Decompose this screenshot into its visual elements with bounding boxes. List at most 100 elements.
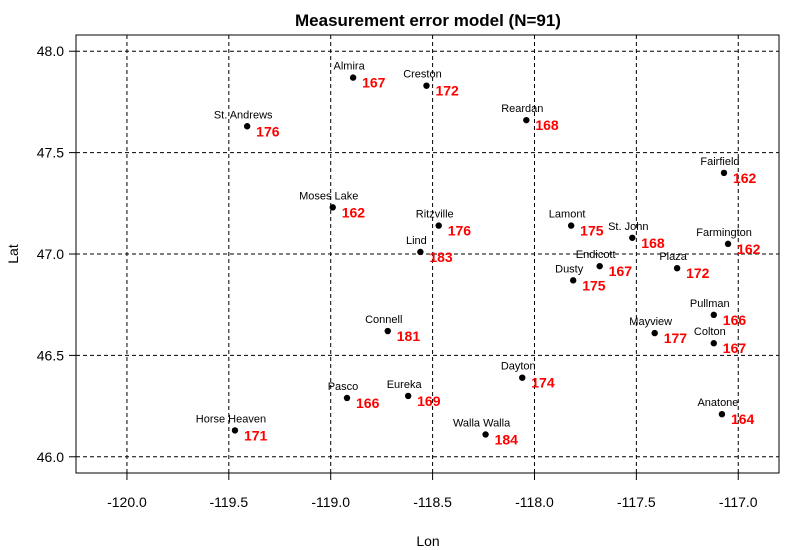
- station-point-group: Creston 172: [403, 69, 459, 99]
- station-name-label: Farmington: [696, 227, 752, 239]
- y-axis: 46.0 46.5 47.0 47.5 48.0: [37, 43, 76, 465]
- station-marker: [404, 392, 412, 400]
- station-marker: [567, 222, 575, 229]
- station-name-label: Ritzville: [416, 209, 454, 221]
- station-value-label: 167: [609, 263, 633, 279]
- station-marker: [651, 329, 658, 337]
- station-point-group: Plaza 172: [659, 251, 709, 281]
- station-point-group: Eureka 169: [387, 379, 441, 409]
- station-value-label: 166: [723, 312, 747, 328]
- station-value-label: 181: [397, 328, 421, 344]
- station-value-label: 184: [495, 431, 519, 447]
- station-value-label: 162: [733, 170, 757, 186]
- station-marker: [435, 222, 442, 229]
- station-marker: [523, 116, 530, 124]
- y-tick-label: 47.0: [37, 246, 64, 262]
- x-tick-label: -117.0: [719, 494, 758, 510]
- station-name-label: Reardan: [501, 103, 543, 115]
- x-tick-label: -119.5: [209, 494, 248, 510]
- station-point-group: Dayton 174: [501, 361, 555, 391]
- station-name-label: Dusty: [555, 263, 584, 275]
- station-point-group: Anatone 164: [697, 397, 754, 427]
- station-name-label: Horse Heaven: [196, 413, 266, 425]
- station-point-group: Fairfield 162: [700, 156, 756, 186]
- station-point-group: Reardan 168: [501, 103, 559, 133]
- station-marker: [718, 410, 726, 418]
- station-point-group: Endicott 167: [576, 249, 632, 279]
- station-marker: [596, 262, 603, 270]
- station-point-group: Lamont 175: [549, 209, 604, 239]
- station-name-label: Pullman: [690, 298, 730, 310]
- station-point-group: Ritzville 176: [416, 209, 472, 239]
- station-name-label: Colton: [694, 326, 726, 338]
- station-name-label: Walla Walla: [453, 417, 511, 429]
- station-name-label: Fairfield: [700, 156, 739, 168]
- station-name-label: Connell: [365, 314, 402, 326]
- station-name-label: Dayton: [501, 361, 536, 373]
- station-point-group: Almira 167: [334, 61, 386, 91]
- station-marker: [329, 204, 336, 211]
- y-tick-label: 47.5: [37, 145, 64, 161]
- station-marker: [343, 394, 351, 402]
- station-value-label: 168: [641, 235, 665, 251]
- station-marker: [384, 327, 391, 335]
- station-name-label: Lamont: [549, 209, 586, 221]
- station-value-label: 183: [429, 249, 453, 265]
- station-name-label: Pasco: [328, 381, 359, 393]
- x-axis: -120.0 -119.5 -119.0 -118.5 -118.0 -117.5 -117…: [107, 473, 758, 510]
- station-marker: [720, 169, 728, 177]
- x-tick-label: -119.0: [311, 494, 350, 510]
- station-marker: [710, 340, 717, 347]
- station-value-label: 177: [664, 330, 688, 346]
- station-point-group: Walla Walla 184: [453, 417, 518, 447]
- x-tick-label: -117.5: [617, 494, 656, 510]
- station-value-label: 175: [580, 223, 604, 239]
- station-name-label: Mayview: [629, 316, 672, 328]
- station-name-label: St. John: [608, 221, 648, 233]
- grid-lines: [76, 35, 779, 473]
- station-value-label: 164: [731, 411, 755, 427]
- station-value-label: 176: [448, 223, 472, 239]
- station-point-group: Dusty 175: [555, 263, 606, 293]
- station-value-label: 162: [737, 241, 761, 257]
- station-name-label: Eureka: [387, 379, 423, 391]
- station-value-label: 172: [435, 83, 459, 99]
- station-point-group: St. Andrews 176: [214, 109, 280, 139]
- station-name-label: Lind: [406, 235, 427, 247]
- station-value-label: 172: [686, 265, 710, 281]
- x-tick-label: -118.0: [515, 494, 554, 510]
- station-value-label: 162: [342, 204, 366, 220]
- y-tick-label: 48.0: [37, 43, 64, 59]
- station-marker: [417, 248, 424, 256]
- station-marker: [673, 264, 681, 272]
- station-name-label: St. Andrews: [214, 109, 273, 121]
- station-point-group: St. John 168: [608, 221, 665, 251]
- station-name-label: Anatone: [697, 397, 738, 409]
- station-marker: [519, 374, 526, 381]
- station-marker: [710, 311, 717, 319]
- station-value-label: 176: [256, 123, 280, 139]
- station-value-label: 168: [535, 117, 559, 133]
- station-marker: [243, 123, 251, 130]
- data-points: Almira 167 Creston 172 St. Andrews 176 Reardan…: [196, 61, 761, 448]
- station-value-label: 171: [244, 427, 268, 443]
- station-value-label: 166: [356, 395, 380, 411]
- y-tick-label: 46.0: [37, 449, 64, 465]
- station-marker: [423, 82, 430, 89]
- station-marker: [569, 277, 577, 284]
- chart-title: Measurement error model (N=91): [295, 11, 561, 30]
- station-value-label: 167: [362, 75, 386, 91]
- station-value-label: 174: [531, 375, 555, 391]
- station-marker: [349, 74, 357, 81]
- y-axis-label: Lat: [5, 244, 21, 264]
- station-marker: [629, 234, 636, 241]
- station-name-label: Almira: [334, 61, 366, 73]
- station-name-label: Moses Lake: [299, 190, 358, 202]
- station-marker: [724, 240, 732, 248]
- station-value-label: 167: [723, 340, 747, 356]
- x-axis-label: Lon: [416, 533, 439, 549]
- station-name-label: Plaza: [659, 251, 687, 263]
- x-tick-label: -118.5: [413, 494, 452, 510]
- station-value-label: 169: [417, 393, 441, 409]
